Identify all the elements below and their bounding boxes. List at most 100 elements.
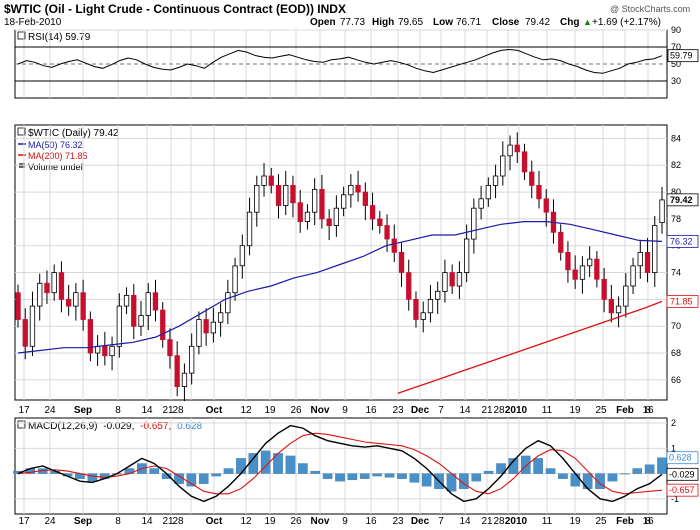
macd-legend-macd: -0.029, xyxy=(103,421,134,432)
candle-body xyxy=(427,298,434,314)
candle-body xyxy=(521,151,528,173)
price-x-tick-label: 14 xyxy=(459,405,471,416)
macd-histogram-bar xyxy=(298,463,308,474)
candle-body xyxy=(304,211,311,222)
candle-body xyxy=(217,312,224,323)
ma50-line xyxy=(17,221,663,354)
ma50-legend-text: MA(50) 76.32 xyxy=(28,140,83,150)
close-last-value-label: 79.42 xyxy=(670,195,693,205)
macd-histogram-bar xyxy=(657,457,667,474)
candle-body xyxy=(261,175,267,186)
candle-body xyxy=(377,218,383,226)
macd-histogram-bar xyxy=(607,473,618,482)
candle-body xyxy=(22,319,28,347)
price-x-tick-label: 11 xyxy=(542,405,553,416)
close-value: 79.42 xyxy=(525,17,550,28)
price-x-tick-label: 7 xyxy=(438,405,444,416)
candle-body xyxy=(463,238,470,273)
macd-histogram-bar xyxy=(421,473,432,487)
macd-histogram-bar xyxy=(520,455,531,474)
candle-body xyxy=(51,272,57,294)
price-x-tick-label: 16 xyxy=(365,405,377,416)
candle-body xyxy=(485,184,492,200)
rsi-last-value-box xyxy=(667,49,699,63)
macd-line xyxy=(17,424,663,503)
price-x-tick-label: 14 xyxy=(141,405,153,416)
macd-x-tick-label: 23 xyxy=(392,516,404,527)
candle-body xyxy=(543,198,549,213)
price-panel xyxy=(14,124,668,401)
candle-body xyxy=(66,298,72,307)
macd-histogram-bar xyxy=(198,473,209,484)
candle-body xyxy=(398,251,405,273)
price-legend-swatch xyxy=(17,127,26,136)
ma50-last-value-box xyxy=(666,235,699,248)
rsi-legend: RSI(14) 59.79 xyxy=(17,31,91,43)
price-y-tick-label: 78 xyxy=(671,214,681,224)
macd-hist-last-label: 0.628 xyxy=(669,453,692,463)
macd-y-tick-label: 1 xyxy=(671,443,676,453)
candle-body xyxy=(536,184,542,200)
candle-body xyxy=(87,319,93,354)
macd-histogram-bar xyxy=(248,453,259,474)
candle-body xyxy=(44,282,50,294)
macd-x-tick-label: Dec xyxy=(411,516,430,527)
candle-body xyxy=(167,339,173,357)
high-value: 79.65 xyxy=(398,17,423,28)
price-x-tick-label: 2010 xyxy=(505,405,528,416)
macd-histogram-bar xyxy=(533,458,543,474)
macd-x-tick-label: 19 xyxy=(264,516,276,527)
macd-x-tick-label: 19 xyxy=(569,516,581,527)
macd-histogram-bar xyxy=(582,473,593,489)
macd-legend-signal: -0.657, xyxy=(140,421,171,432)
credit-label: @ StockCharts.com xyxy=(610,4,690,14)
candle-body xyxy=(623,285,629,307)
macd-histogram-bar xyxy=(335,473,345,482)
low-label: Low xyxy=(433,17,453,28)
price-x-tick-label: 26 xyxy=(290,405,302,416)
price-y-tick-label: 74 xyxy=(671,268,681,278)
macd-x-tick-label: 26 xyxy=(290,516,302,527)
candle-body xyxy=(283,184,289,206)
macd-histogram-bar xyxy=(471,473,482,482)
candle-body xyxy=(326,218,332,226)
ma50-last-value-label: 76.32 xyxy=(670,236,693,246)
macd-x-tick-label: 8 xyxy=(115,516,121,527)
macd-histogram-bar xyxy=(459,473,469,489)
candle-body xyxy=(340,194,347,209)
candle-body xyxy=(333,207,340,226)
rsi-last-value-label: 59.79 xyxy=(670,51,693,61)
axis-layer: 9070503059.798482807876747270686679.4276… xyxy=(18,25,699,527)
candle-body xyxy=(225,292,231,314)
macd-histogram-bar xyxy=(483,470,494,474)
macd-histogram-bar xyxy=(347,473,358,481)
candle-body xyxy=(275,184,282,206)
candle-body xyxy=(594,258,600,280)
macd-x-tick-label: 11 xyxy=(542,516,553,527)
macd-x-tick-label: 21 xyxy=(162,516,174,527)
rsi-legend-swatch xyxy=(17,31,26,40)
candle-body xyxy=(413,298,419,320)
price-x-tick-label: 28 xyxy=(172,405,184,416)
candle-body xyxy=(116,305,122,347)
candle-body xyxy=(572,269,578,280)
candle-body xyxy=(500,155,506,177)
candle-body xyxy=(319,188,325,220)
macd-x-tick-label: 16 xyxy=(365,516,377,527)
candle-body xyxy=(514,144,520,153)
macd-x-tick-label: Sep xyxy=(74,516,92,527)
macd-histogram-bar xyxy=(322,473,333,479)
macd-histogram-bar xyxy=(632,468,643,474)
close-last-value-box xyxy=(666,193,699,207)
candle-body xyxy=(362,191,369,206)
candle-body xyxy=(558,231,564,253)
rsi-y-tick-label: 70 xyxy=(671,42,681,52)
macd-histogram-bar xyxy=(496,463,506,474)
price-x-tick-label: 8 xyxy=(645,405,651,416)
candle-body xyxy=(492,175,499,186)
candle-body xyxy=(384,225,390,240)
macd-histogram-bar xyxy=(644,464,655,474)
candle-body xyxy=(210,321,217,334)
ma200-line xyxy=(397,300,663,394)
price-x-tick-label: 19 xyxy=(264,405,276,416)
